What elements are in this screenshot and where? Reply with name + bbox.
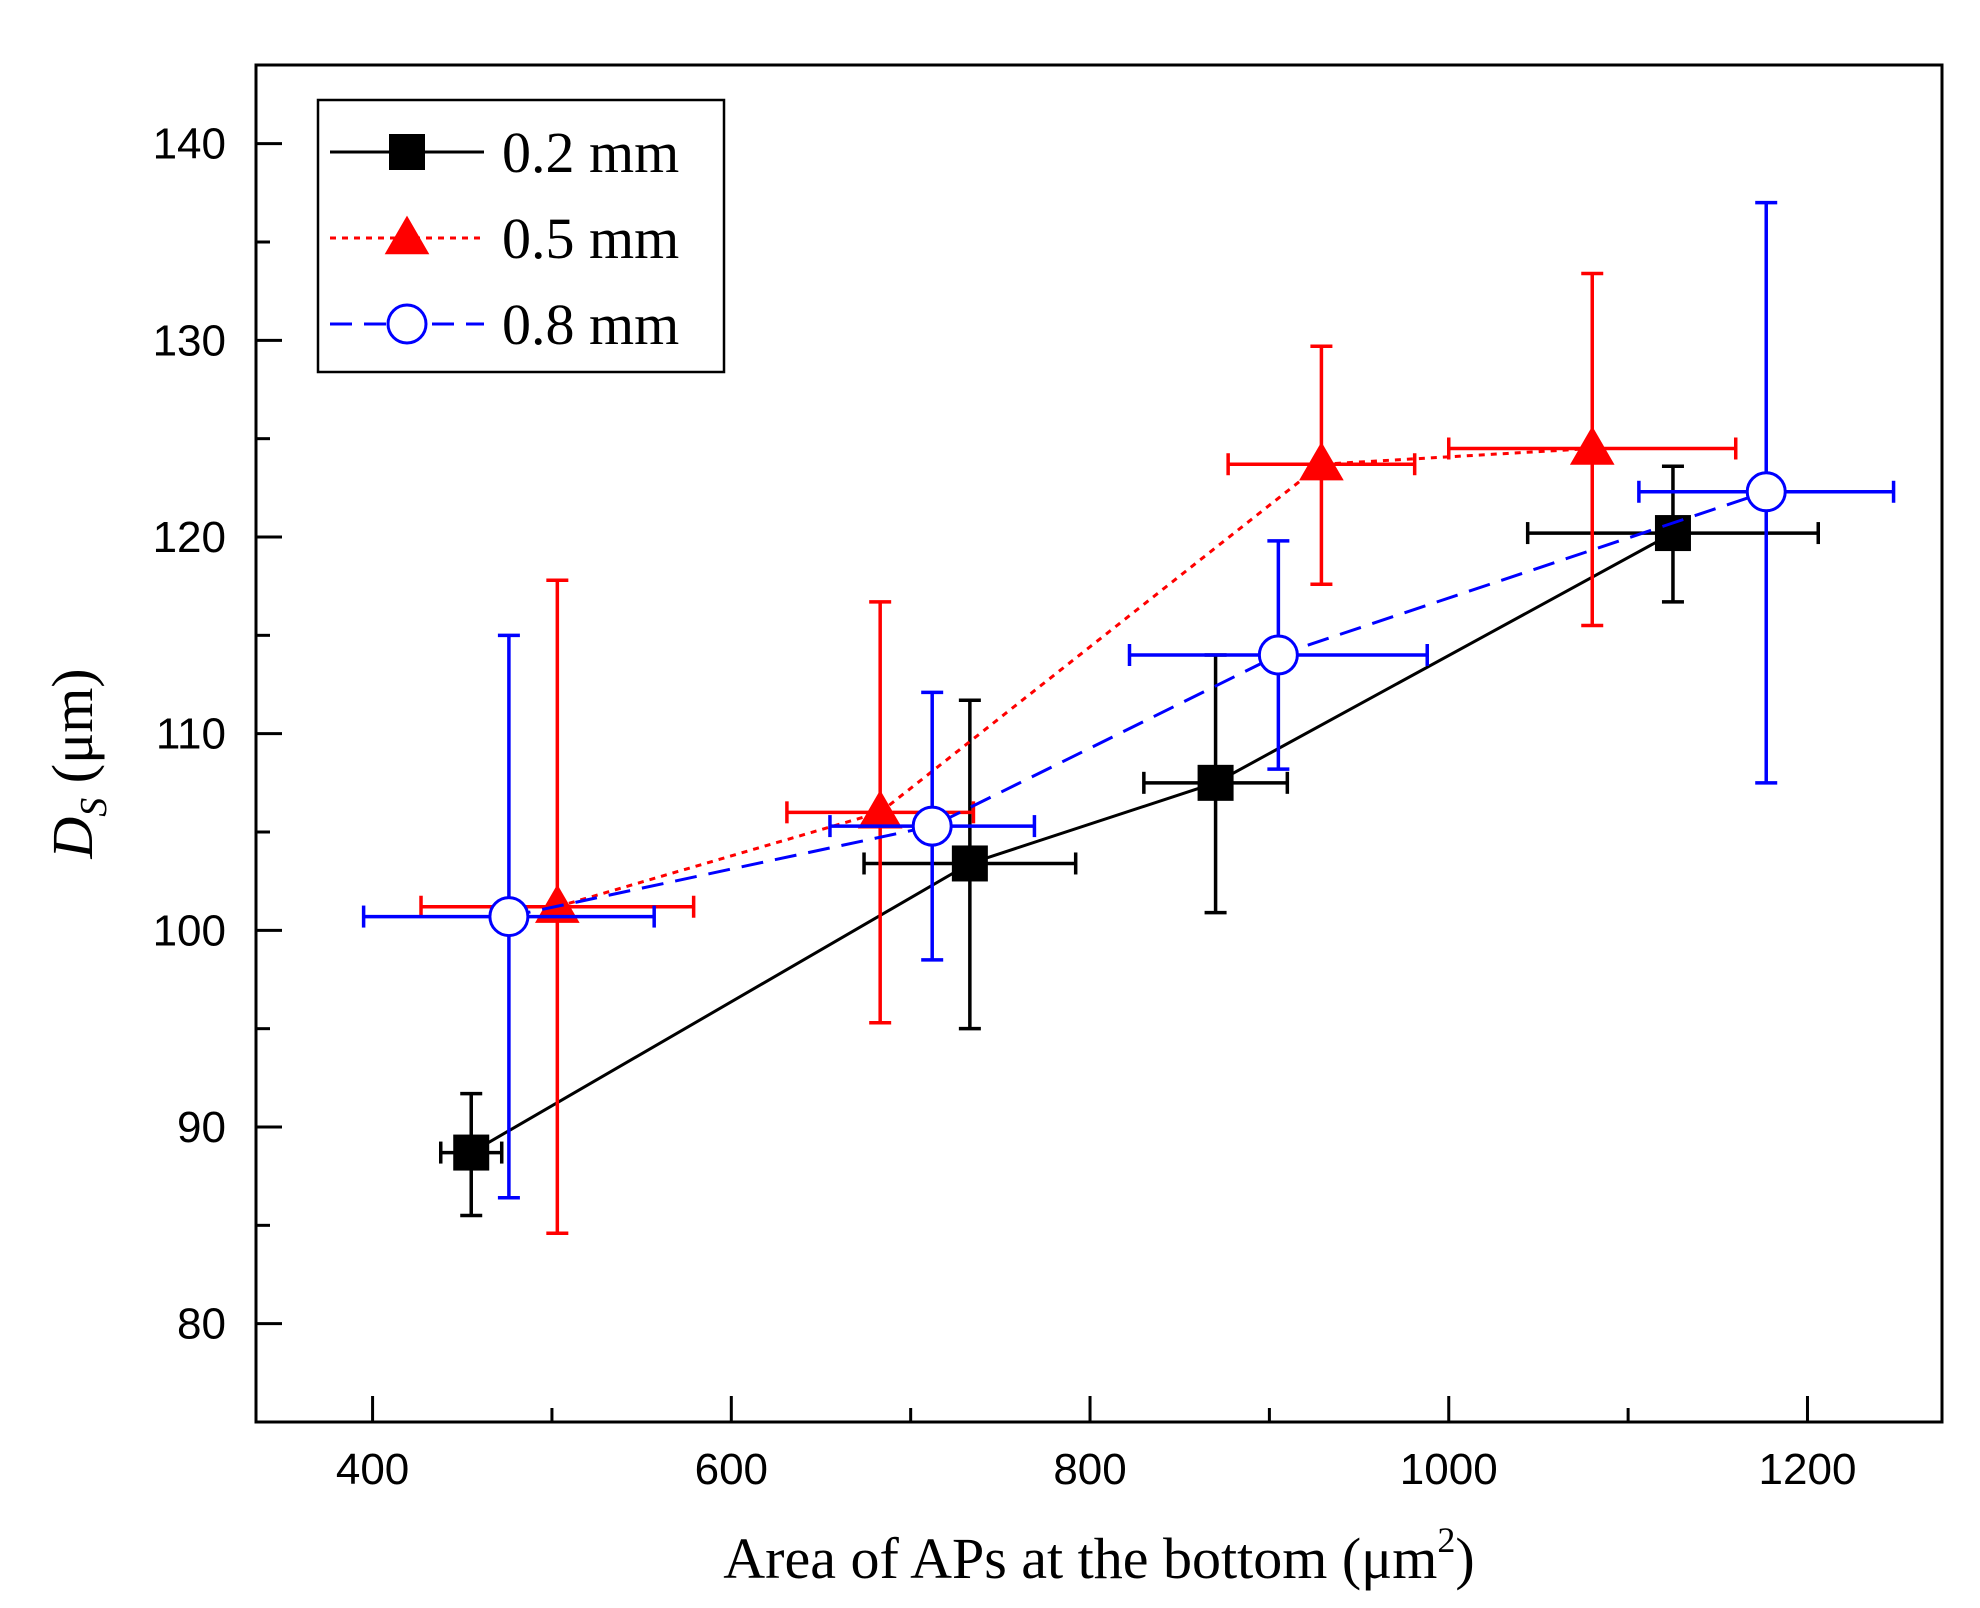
y-tick-label: 120 [153,513,226,562]
data-point [1257,634,1299,676]
y-tick-label: 80 [177,1300,226,1349]
y-axis-label: DS (μm) [40,668,115,859]
series-line [556,447,1593,909]
x-axis-label-close: ) [1455,1526,1474,1591]
legend-entry: 0.2 mm [330,120,679,185]
data-point [911,805,953,847]
legend-marker [389,134,425,170]
y-tick-label: 110 [156,710,226,759]
data-point [535,884,580,923]
x-tick-label: 1200 [1759,1445,1857,1494]
x-axis-label-superscript: 2 [1437,1520,1455,1560]
legend-entry: 0.8 mm [330,292,679,357]
y-axis-label-subscript: S [73,798,115,817]
legend-entry: 0.5 mm [330,206,679,271]
series-line [508,490,1767,919]
x-axis-label: Area of APs at the bottom (μm2) [723,1520,1474,1591]
y-axis-label-unit: (μm) [40,668,105,797]
legend-box [316,98,726,374]
y-tick-label: 100 [153,906,226,955]
data-point [1569,426,1615,465]
y-tick-label: 90 [177,1103,226,1152]
data-point [1745,471,1787,513]
data-point [453,1134,490,1171]
x-tick-label: 400 [336,1445,409,1494]
data-point [1299,441,1344,481]
data-point [951,845,988,882]
y-tick-label: 140 [153,120,226,169]
data-point [1654,515,1691,552]
x-tick-label: 800 [1053,1445,1126,1494]
legend-marker [384,215,430,255]
series-0_8-mm [361,200,1896,1200]
series-line [470,531,1674,1154]
data-point [857,790,903,829]
legend-marker [386,303,428,345]
plot-frame [254,63,1944,1424]
y-tick-label: 130 [153,316,226,365]
x-axis-label-main: Area of APs at the bottom (μm [723,1526,1437,1591]
x-tick-label: 600 [695,1445,768,1494]
x-tick-label: 1000 [1400,1445,1498,1494]
legend-label: 0.8 mm [502,292,679,357]
legend-label: 0.5 mm [502,206,679,271]
legend-label: 0.2 mm [502,120,679,185]
data-point [1197,764,1234,801]
y-axis-label-main: D [40,817,105,860]
data-point [488,896,530,938]
